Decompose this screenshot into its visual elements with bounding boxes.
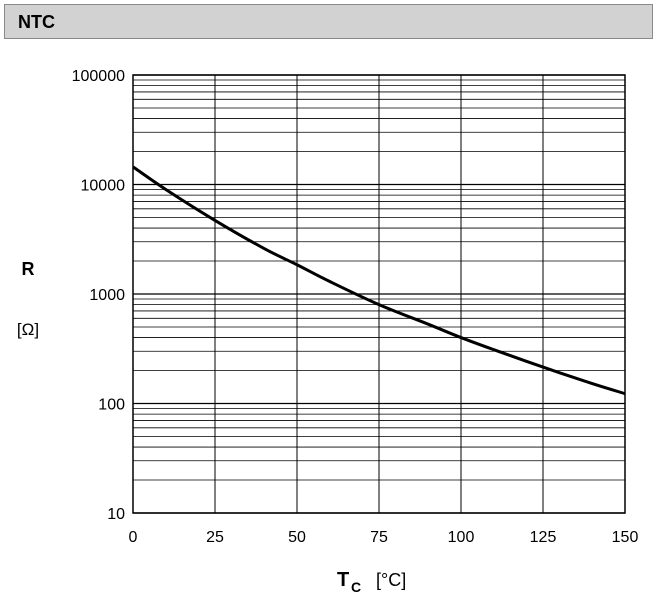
grid: [132, 74, 626, 514]
series-line-ntc: [132, 165, 626, 396]
y-axis-unit: [Ω]: [17, 320, 39, 339]
y-tick-label: 100000: [72, 68, 125, 85]
x-tick-label: 125: [530, 529, 557, 546]
y-tick-label: 10000: [81, 178, 126, 195]
x-tick-label: 25: [206, 529, 224, 546]
chart-title: NTC: [18, 12, 55, 32]
y-axis-label: R: [22, 259, 35, 279]
x-axis-unit: [°C]: [376, 570, 406, 590]
x-tick-label: 50: [288, 529, 306, 546]
y-tick-label: 100: [98, 397, 125, 414]
tick-labels: 0 25 50 75 100 125 150 10 100 1000 10000 100000: [72, 68, 639, 546]
x-axis-label: T: [337, 569, 349, 591]
chart-header: NTC: [4, 4, 653, 39]
x-tick-label: 0: [129, 529, 138, 546]
y-tick-label: 10: [107, 506, 125, 523]
x-axis-label-subscript: C: [351, 579, 361, 595]
y-tick-label: 1000: [89, 287, 125, 304]
plot-frame: [132, 74, 626, 514]
x-tick-label: 100: [448, 529, 475, 546]
x-tick-label: 150: [612, 529, 639, 546]
x-tick-label: 75: [370, 529, 388, 546]
